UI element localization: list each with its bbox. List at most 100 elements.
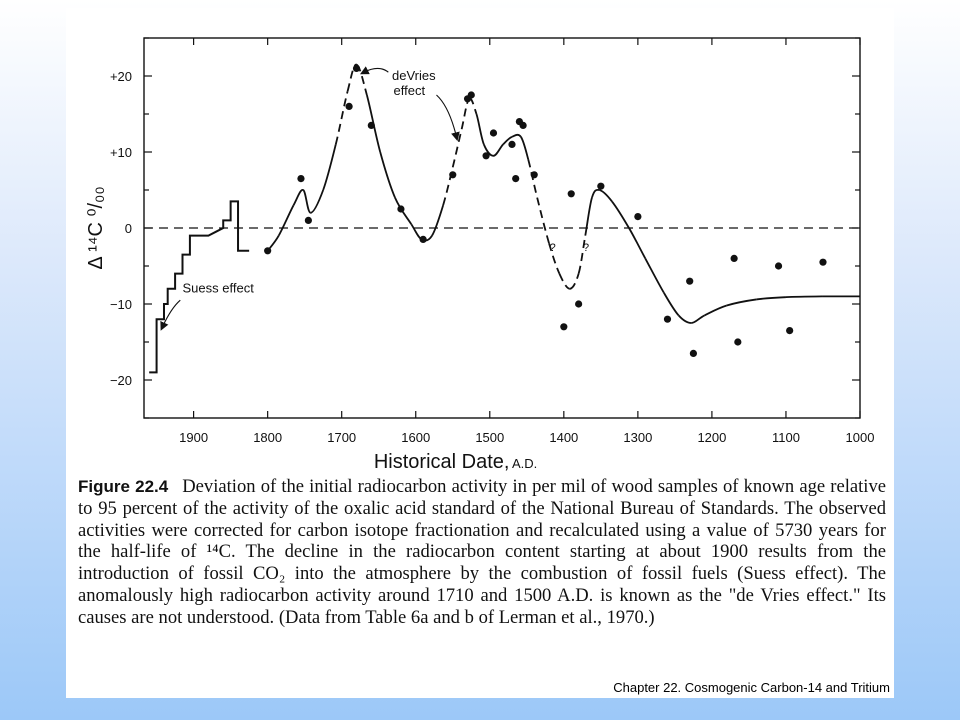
question-mark: ? bbox=[583, 242, 589, 254]
curve-segment bbox=[584, 197, 593, 236]
data-point bbox=[786, 327, 794, 335]
chart: 1900 1800 1700 1600 1500 1400 1300 1200 1100 1000… bbox=[85, 37, 875, 473]
curve-segment-dashed bbox=[569, 273, 580, 290]
y-tick-label: −10 bbox=[110, 297, 132, 312]
data-point bbox=[567, 190, 575, 198]
curve-segment-dashed bbox=[548, 242, 561, 274]
curve-segment bbox=[302, 189, 312, 214]
data-point bbox=[482, 152, 490, 160]
data-point bbox=[734, 338, 742, 346]
y-tick-label: +10 bbox=[110, 145, 132, 160]
curve-segment bbox=[520, 136, 530, 160]
curve-segment-dashed bbox=[334, 90, 349, 145]
curve-segment bbox=[502, 135, 513, 146]
curve-segment bbox=[644, 257, 665, 294]
curve-segment bbox=[591, 188, 600, 198]
x-axis-title: Historical Date, bbox=[374, 451, 510, 473]
curve-segment bbox=[756, 296, 786, 301]
data-point bbox=[297, 175, 305, 183]
data-point bbox=[489, 129, 498, 137]
curve-segment-dashed bbox=[442, 166, 454, 206]
suess-effect-label: Suess effect bbox=[183, 281, 255, 296]
curve-segment-dashed bbox=[558, 273, 570, 290]
curve-segment bbox=[726, 298, 757, 307]
curve-segment bbox=[691, 314, 705, 324]
x-tick-label: 1200 bbox=[697, 430, 726, 445]
x-tick-label: 1000 bbox=[846, 430, 875, 445]
curve-segment bbox=[611, 200, 630, 229]
curve-segment bbox=[663, 292, 680, 317]
data-point bbox=[597, 182, 605, 190]
curve-segment bbox=[431, 204, 444, 237]
curve-segment bbox=[493, 143, 504, 157]
question-mark: ? bbox=[550, 242, 556, 254]
data-point bbox=[419, 235, 427, 243]
data-point bbox=[530, 171, 538, 179]
x-axis-unit: A.D. bbox=[512, 456, 537, 471]
x-tick-label: 1100 bbox=[772, 430, 800, 445]
devries-arrow-1 bbox=[359, 66, 389, 75]
data-point bbox=[560, 323, 568, 331]
slide-footer: Chapter 22. Cosmogenic Carbon-14 and Tri… bbox=[613, 680, 890, 695]
data-point bbox=[352, 64, 361, 72]
x-tick-label: 1500 bbox=[475, 430, 504, 445]
data-point bbox=[264, 247, 272, 255]
curve-segment bbox=[511, 133, 522, 138]
data-point bbox=[730, 254, 738, 262]
x-tick-label: 1800 bbox=[253, 430, 282, 445]
curve-segment bbox=[410, 223, 423, 241]
curve-segment-dashed bbox=[577, 235, 587, 274]
curve-segment bbox=[628, 227, 647, 259]
y-tick-label: −20 bbox=[110, 373, 132, 388]
data-point bbox=[689, 349, 698, 357]
data-point bbox=[345, 102, 353, 110]
data-point bbox=[512, 175, 520, 183]
data-point bbox=[686, 277, 694, 285]
data-point bbox=[575, 300, 583, 308]
data-point bbox=[663, 315, 672, 323]
curve-segment bbox=[379, 151, 396, 198]
data-point bbox=[467, 91, 475, 99]
curve-segment bbox=[277, 204, 295, 237]
curve-segment bbox=[785, 295, 823, 299]
curve-segment bbox=[475, 113, 485, 145]
curve-segment bbox=[310, 189, 325, 214]
data-point bbox=[367, 121, 375, 129]
curve-segment bbox=[394, 197, 413, 225]
x-tick-label: 1600 bbox=[401, 430, 430, 445]
curve-segment bbox=[292, 189, 304, 206]
data-point bbox=[508, 140, 516, 148]
devries-effect-label: effect bbox=[394, 83, 426, 98]
curve-segment-dashed bbox=[527, 159, 539, 198]
data-point bbox=[397, 205, 405, 213]
data-point bbox=[819, 258, 827, 266]
curve-segment bbox=[677, 314, 692, 324]
curve-segment bbox=[704, 304, 727, 317]
curve-segment-dashed bbox=[346, 63, 357, 92]
curve-segment bbox=[599, 189, 613, 202]
slide-panel: 1900 1800 1700 1600 1500 1400 1300 1200 1100 1000… bbox=[66, 8, 894, 698]
curve-segment-dashed bbox=[451, 128, 463, 168]
figure-caption: Figure 22.4 Deviation of the initial radi… bbox=[78, 476, 886, 629]
x-tick-label: 1300 bbox=[623, 430, 652, 445]
x-tick-label: 1900 bbox=[179, 430, 208, 445]
figure-label: Figure 22.4 bbox=[78, 477, 169, 496]
x-tick-label: 1700 bbox=[327, 430, 356, 445]
data-point bbox=[449, 171, 457, 179]
curve-segment bbox=[483, 144, 494, 157]
caption-text: Deviation of the initial radiocarbon act… bbox=[78, 476, 886, 628]
data-point bbox=[774, 262, 783, 270]
data-point bbox=[519, 121, 527, 129]
devries-arrow-2 bbox=[436, 94, 460, 142]
y-tick-label: 0 bbox=[125, 221, 132, 236]
curve-segment-dashed bbox=[460, 98, 470, 130]
y-tick-label: +20 bbox=[110, 69, 132, 84]
suess-arrow bbox=[160, 299, 181, 331]
curve-segment bbox=[322, 144, 337, 191]
devries-effect-label: deVries bbox=[392, 68, 436, 83]
suess-step-curve bbox=[149, 200, 250, 374]
y-axis-title: Δ ¹⁴C ⁰/₀₀ bbox=[85, 186, 107, 269]
data-point bbox=[304, 216, 312, 224]
data-point bbox=[634, 213, 642, 221]
curve-segment-dashed bbox=[536, 197, 550, 244]
